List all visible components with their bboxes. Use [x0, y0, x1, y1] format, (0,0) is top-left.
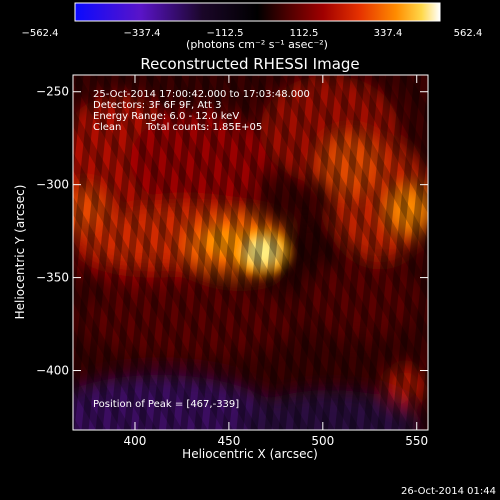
colorbar-gradient	[75, 3, 440, 21]
colorbar-frame	[74, 2, 441, 22]
chart-title: Reconstructed RHESSI Image	[140, 55, 359, 73]
plot-annotations: 25-Oct-2014 17:00:42.000 to 17:03:48.000…	[93, 89, 310, 410]
y-axis-label: Heliocentric Y (arcsec)	[13, 185, 27, 320]
colorbar-tick-label: −112.5	[206, 28, 243, 39]
y-tick-label: −300	[36, 178, 69, 192]
plot-image	[73, 75, 428, 430]
plot-axes: 400 450 500 550 −250 −300 −350 −400	[36, 74, 429, 448]
colorbar-tick-label: −562.4	[21, 28, 58, 39]
annotation-peak-position: Position of Peak = [467,-339]	[93, 399, 239, 410]
annotation-energy-range: Energy Range: 6.0 - 12.0 keV	[93, 111, 239, 122]
x-tick-label: 550	[405, 434, 428, 448]
x-tick-label: 450	[217, 434, 240, 448]
colorbar-tick-label: 112.5	[290, 28, 319, 39]
annotation-detectors: Detectors: 3F 6F 9F, Att 3	[93, 100, 221, 111]
colorbar: −562.4 −337.4 −112.5 112.5 337.4 562.4 (photo…	[21, 2, 482, 51]
y-tick-label: −250	[36, 85, 69, 99]
x-axis-label: Heliocentric X (arcsec)	[182, 447, 318, 461]
annotation-time-range: 25-Oct-2014 17:00:42.000 to 17:03:48.000	[93, 89, 310, 100]
colorbar-unit-label: (photons cm⁻² s⁻¹ asec⁻²)	[186, 38, 328, 51]
annotation-total-counts: Total counts: 1.85E+05	[145, 122, 262, 133]
colorbar-ticks: −562.4 −337.4 −112.5 112.5 337.4 562.4	[21, 28, 482, 39]
y-tick-label: −400	[36, 364, 69, 378]
x-tick-label: 400	[124, 434, 147, 448]
annotation-method: Clean	[93, 122, 121, 133]
colorbar-tick-label: 562.4	[454, 28, 483, 39]
colorbar-tick-label: 337.4	[374, 28, 403, 39]
footer-timestamp: 26-Oct-2014 01:44	[401, 486, 496, 497]
x-tick-label: 500	[311, 434, 334, 448]
y-tick-label: −350	[36, 271, 69, 285]
colorbar-tick-label: −337.4	[123, 28, 160, 39]
plot-frame	[72, 74, 429, 431]
